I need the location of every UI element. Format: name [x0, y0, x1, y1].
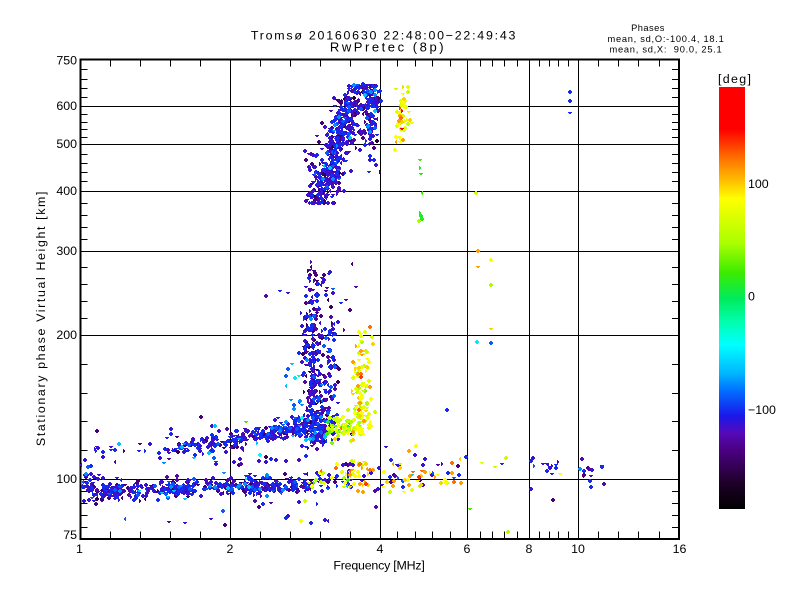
- svg-text:16: 16: [673, 542, 687, 556]
- svg-text:4: 4: [377, 542, 384, 556]
- svg-text:8: 8: [526, 542, 533, 556]
- svg-text:Tromsø 20160630 22:48:00−22:49: Tromsø 20160630 22:48:00−22:49:43: [251, 29, 517, 43]
- svg-text:1: 1: [76, 542, 83, 556]
- svg-text:300: 300: [56, 244, 77, 258]
- svg-text:Frequency [MHz]: Frequency [MHz]: [333, 559, 424, 573]
- svg-text:400: 400: [56, 184, 77, 198]
- svg-text:500: 500: [56, 137, 77, 151]
- svg-text:mean, sd,X: 90.0, 25.1: mean, sd,X: 90.0, 25.1: [610, 44, 723, 54]
- svg-text:2: 2: [227, 542, 234, 556]
- svg-text:0: 0: [748, 289, 755, 303]
- svg-text:mean, sd,O:-100.4, 18.1: mean, sd,O:-100.4, 18.1: [607, 34, 724, 44]
- svg-text:100: 100: [56, 472, 77, 486]
- svg-text:[deg]: [deg]: [718, 72, 752, 86]
- svg-text:6: 6: [464, 542, 471, 556]
- svg-text:10: 10: [571, 542, 585, 556]
- svg-text:600: 600: [56, 99, 77, 113]
- svg-text:Stationary phase Virtual Heigh: Stationary phase Virtual Height [km]: [34, 190, 48, 446]
- svg-text:75: 75: [63, 528, 77, 542]
- svg-text:−100: −100: [748, 403, 776, 417]
- svg-text:RwPretec (8p): RwPretec (8p): [330, 40, 446, 55]
- svg-text:Phases: Phases: [631, 23, 665, 33]
- svg-text:200: 200: [56, 328, 77, 342]
- svg-text:100: 100: [748, 177, 769, 191]
- svg-text:750: 750: [56, 54, 77, 68]
